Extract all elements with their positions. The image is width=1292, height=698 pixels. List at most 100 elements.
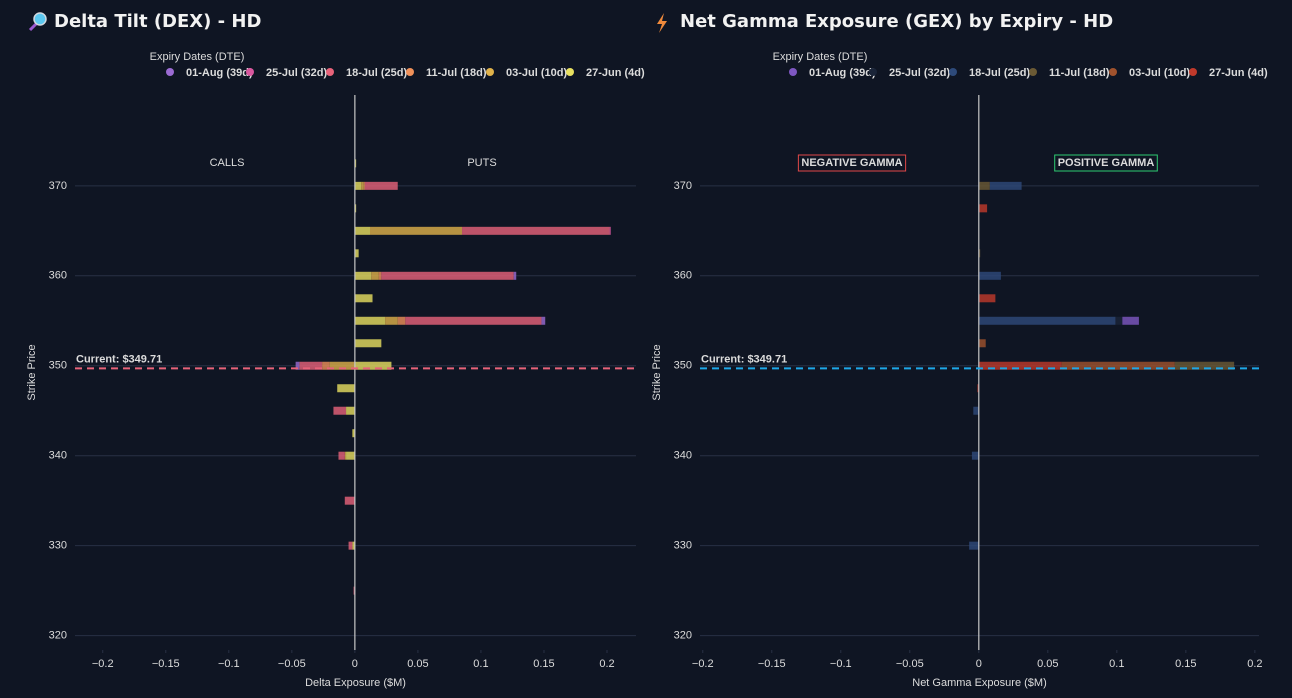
bar-segment <box>363 181 365 190</box>
bar-segment <box>371 271 379 280</box>
bar-segment <box>381 271 514 280</box>
side-label: NEGATIVE GAMMA <box>801 157 902 169</box>
x-tick-label: 0.15 <box>1175 658 1196 670</box>
legend-label: 03-Jul (10d) <box>1129 67 1190 79</box>
bar-segment <box>397 316 406 325</box>
legend-label: 03-Jul (10d) <box>506 67 567 79</box>
bar-segment <box>973 406 979 415</box>
y-tick-label: 360 <box>674 270 692 282</box>
bar-segment <box>346 451 355 460</box>
y-tick-label: 340 <box>674 450 692 462</box>
side-label-box <box>1054 154 1158 172</box>
legend-marker <box>1189 68 1197 76</box>
legend-label: 11-Jul (18d) <box>426 67 487 79</box>
y-tick-label: 340 <box>49 450 67 462</box>
side-label: POSITIVE GAMMA <box>1058 157 1155 169</box>
bar-segment <box>609 226 611 235</box>
bar-segment <box>354 294 373 303</box>
bar-segment <box>354 361 392 370</box>
bar-segment <box>364 181 398 190</box>
bar-segment <box>352 429 355 438</box>
side-label: CALLS <box>210 157 245 169</box>
bar-segment <box>361 181 364 190</box>
bar-segment <box>462 226 610 235</box>
legend-marker <box>789 68 797 76</box>
y-tick-label: 350 <box>49 360 67 372</box>
side-label-box <box>797 154 907 172</box>
x-tick-label: 0.05 <box>407 658 428 670</box>
side-label: PUTS <box>467 157 496 169</box>
bar-segment <box>354 271 372 280</box>
bar-segment <box>299 361 323 370</box>
bar-segment <box>513 271 517 280</box>
y-axis-label: Strike Price <box>651 344 663 400</box>
x-tick-label: 0.05 <box>1037 658 1058 670</box>
x-tick-label: 0 <box>976 658 982 670</box>
bar-segment <box>978 249 981 258</box>
legend-marker <box>566 68 574 76</box>
legend-label: 25-Jul (32d) <box>889 67 950 79</box>
bar-segment <box>354 181 362 190</box>
bar-segment <box>541 316 546 325</box>
bar-segment <box>969 541 979 550</box>
bar-segment <box>978 294 996 303</box>
bar-segment <box>354 226 370 235</box>
bar-segment <box>978 316 1116 325</box>
chart-title: Net Gamma Exposure (GEX) by Expiry - HD <box>680 11 1113 32</box>
x-tick-label: −0.1 <box>830 658 852 670</box>
lightning-icon <box>657 13 667 33</box>
bar-segment <box>354 339 382 348</box>
bar-segment <box>978 204 988 213</box>
x-tick-label: 0.2 <box>599 658 614 670</box>
bar-segment <box>352 541 355 550</box>
y-tick-label: 320 <box>49 630 67 642</box>
bar-segment <box>354 204 357 213</box>
bar-segment <box>978 271 1001 280</box>
y-tick-label: 330 <box>49 540 67 552</box>
x-tick-label: 0.15 <box>533 658 554 670</box>
bar-segment <box>322 361 330 370</box>
bar-segment <box>978 339 986 348</box>
bar-segment <box>354 316 386 325</box>
bar-segment <box>978 181 990 190</box>
bar-segment <box>353 586 355 595</box>
legend-marker <box>406 68 414 76</box>
bar-segment <box>971 451 979 460</box>
bar-segment <box>344 451 347 460</box>
x-tick-label: −0.2 <box>92 658 114 670</box>
legend-marker <box>246 68 254 76</box>
x-tick-label: −0.15 <box>758 658 786 670</box>
x-tick-label: −0.1 <box>218 658 240 670</box>
y-tick-label: 370 <box>674 180 692 192</box>
bar-segment <box>1061 361 1175 370</box>
bar-segment <box>1122 316 1139 325</box>
bar-segment <box>354 159 357 168</box>
x-tick-label: 0.1 <box>473 658 488 670</box>
bar-segment <box>1174 361 1235 370</box>
y-axis-label: Strike Price <box>26 344 38 400</box>
bar-segment <box>369 226 463 235</box>
x-tick-label: 0.2 <box>1247 658 1262 670</box>
x-tick-label: −0.15 <box>152 658 180 670</box>
legend-label: 27-Jun (4d) <box>1209 67 1268 79</box>
bar-segment <box>978 361 1062 370</box>
legend-label: 18-Jul (25d) <box>969 67 1030 79</box>
x-axis-label: Delta Exposure ($M) <box>305 677 406 689</box>
legend-label: 01-Aug (39d) <box>186 67 253 79</box>
bar-segment <box>329 361 355 370</box>
bar-segment <box>354 249 359 258</box>
x-tick-label: −0.05 <box>278 658 306 670</box>
bar-segment <box>333 406 347 415</box>
legend-marker <box>166 68 174 76</box>
legend-label: 01-Aug (39d) <box>809 67 876 79</box>
bar-segment <box>338 451 345 460</box>
x-tick-label: −0.2 <box>692 658 714 670</box>
bar-segment <box>989 181 1022 190</box>
legend-marker <box>1109 68 1117 76</box>
bar-segment <box>977 384 979 393</box>
y-tick-label: 320 <box>674 630 692 642</box>
bar-segment <box>337 384 355 393</box>
bar-segment <box>1115 316 1123 325</box>
bar-segment <box>344 496 355 505</box>
